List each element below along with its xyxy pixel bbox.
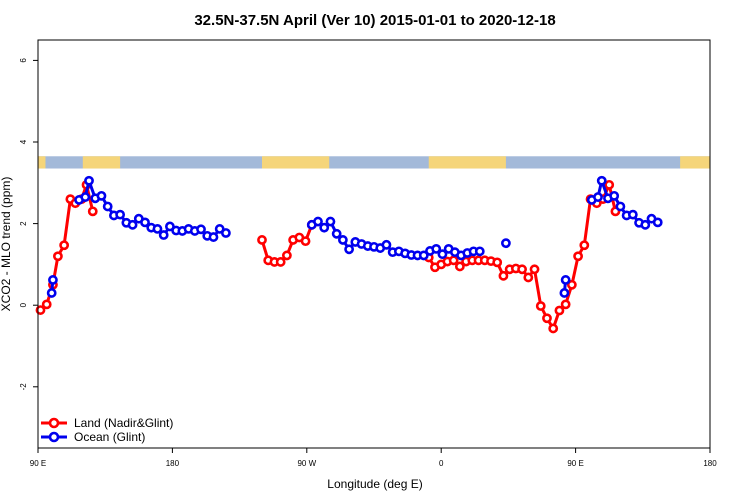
ocean-data-point bbox=[48, 275, 58, 285]
land-ocean-map-band bbox=[38, 156, 710, 169]
ocean-data-point bbox=[381, 239, 392, 250]
land-data-point bbox=[87, 206, 98, 217]
land-data-point bbox=[542, 313, 552, 324]
ocean-data-point bbox=[319, 222, 330, 233]
land-data-point bbox=[573, 251, 583, 262]
land-band-segment bbox=[428, 156, 506, 169]
x-axis-label: Longitude (deg E) bbox=[327, 477, 422, 491]
land-data-point bbox=[554, 305, 565, 316]
ocean-data-point bbox=[593, 192, 603, 202]
plot-frame bbox=[37, 39, 711, 449]
land-band-segment bbox=[82, 156, 121, 169]
x-tick-label: 90 E bbox=[567, 459, 583, 468]
ocean-data-point bbox=[102, 201, 113, 212]
ocean-data-point bbox=[596, 175, 607, 186]
land-data-point bbox=[498, 270, 509, 281]
ocean-data-point bbox=[437, 249, 448, 260]
x-axis: 90 E 180 90 W 0 90 E 180 bbox=[30, 448, 717, 468]
ocean-data-point bbox=[196, 224, 206, 235]
land-data-point bbox=[35, 305, 46, 315]
land-band-segment bbox=[38, 156, 46, 169]
plot-marks bbox=[35, 175, 663, 334]
land-data-point bbox=[454, 261, 465, 272]
land-data-point bbox=[448, 255, 459, 266]
ocean-data-point bbox=[627, 209, 638, 220]
y-tick-label: 2 bbox=[19, 221, 28, 226]
ocean-series bbox=[46, 175, 663, 298]
legend-marker bbox=[48, 417, 60, 429]
land-data-point bbox=[281, 250, 292, 261]
legend-marker bbox=[48, 431, 60, 443]
land-data-point bbox=[579, 240, 590, 251]
ocean-data-point bbox=[337, 235, 348, 245]
ocean-data-point bbox=[127, 219, 138, 230]
ocean-data-point bbox=[221, 228, 231, 238]
ocean-data-point bbox=[640, 219, 651, 230]
legend-label: Ocean (Glint) bbox=[74, 430, 145, 444]
land-data-point bbox=[59, 240, 70, 251]
ocean-data-point bbox=[313, 216, 323, 227]
ocean-data-point bbox=[431, 243, 442, 254]
ocean-data-point bbox=[115, 209, 126, 220]
ocean-data-point bbox=[560, 275, 571, 285]
ocean-band bbox=[38, 156, 710, 169]
ocean-data-point bbox=[344, 244, 355, 255]
land-data-point bbox=[535, 301, 546, 311]
ocean-data-point bbox=[474, 246, 485, 257]
ocean-data-point bbox=[140, 217, 150, 228]
ocean-data-point bbox=[158, 230, 169, 240]
ocean-data-point bbox=[652, 217, 663, 228]
x-tick-label: 180 bbox=[166, 459, 180, 468]
y-tick-label: -2 bbox=[19, 383, 28, 391]
ocean-data-point bbox=[615, 201, 626, 212]
legend-label: Land (Nadir&Glint) bbox=[74, 416, 173, 430]
ocean-data-point bbox=[96, 190, 107, 201]
y-tick-label: 4 bbox=[19, 139, 28, 144]
land-data-point bbox=[492, 257, 503, 268]
x-tick-label: 0 bbox=[439, 459, 444, 468]
x-tick-label: 90 E bbox=[30, 459, 46, 468]
y-tick-label: 0 bbox=[19, 302, 28, 307]
land-band-segment bbox=[680, 156, 710, 169]
land-data-point bbox=[548, 323, 559, 334]
ocean-data-point bbox=[501, 238, 511, 249]
land-data-point bbox=[604, 179, 615, 190]
land-data-point bbox=[560, 299, 571, 310]
land-data-point bbox=[566, 279, 577, 290]
ocean-data-point bbox=[325, 216, 336, 227]
land-data-point bbox=[529, 264, 540, 275]
land-data-point bbox=[300, 236, 311, 247]
y-tick-label: 6 bbox=[19, 58, 28, 63]
ocean-data-point bbox=[609, 190, 620, 201]
land-data-point bbox=[53, 251, 63, 262]
land-data-point bbox=[41, 299, 52, 310]
chart-title: 32.5N-37.5N April (Ver 10) 2015-01-01 to… bbox=[194, 12, 555, 29]
y-axis: -2 0 2 4 6 bbox=[19, 58, 38, 391]
land-data-point bbox=[517, 264, 527, 275]
land-data-point bbox=[275, 257, 286, 267]
land-data-point bbox=[257, 235, 267, 245]
ocean-data-point bbox=[46, 288, 57, 298]
ocean-data-point bbox=[80, 192, 91, 202]
y-axis-label: XCO2 - MLO trend (ppm) bbox=[0, 177, 13, 312]
ocean-data-point bbox=[84, 175, 94, 186]
ocean-data-point bbox=[208, 232, 219, 242]
ocean-data-point bbox=[418, 250, 429, 261]
x-tick-label: 180 bbox=[703, 459, 717, 468]
legend: Land (Nadir&Glint)Ocean (Glint) bbox=[41, 416, 173, 444]
ocean-data-point bbox=[331, 228, 342, 239]
land-band-segment bbox=[262, 156, 330, 169]
ocean-data-point bbox=[559, 288, 570, 298]
ocean-data-point bbox=[152, 224, 163, 234]
x-tick-label: 90 W bbox=[297, 459, 316, 468]
land-data-point bbox=[523, 272, 534, 283]
